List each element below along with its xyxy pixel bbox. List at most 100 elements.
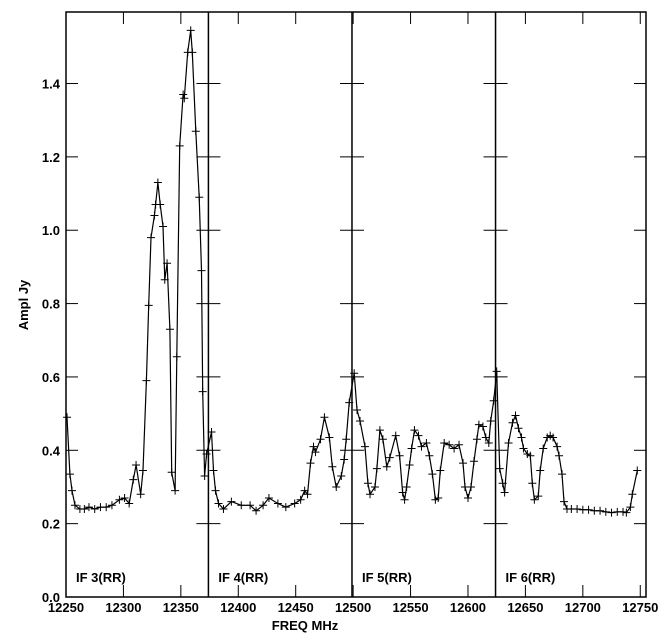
data-point (186, 26, 195, 35)
x-tick-label: 12700 (565, 600, 601, 615)
data-point (207, 427, 216, 436)
data-point (150, 211, 159, 220)
data-point (395, 451, 404, 460)
data-point (504, 438, 513, 447)
data-point (80, 504, 89, 513)
data-point (281, 503, 290, 512)
y-tick-label: 0.4 (42, 443, 61, 458)
data-point (195, 193, 204, 202)
y-tick-label: 0.8 (42, 297, 60, 312)
data-point (171, 486, 180, 495)
data-point (405, 460, 414, 469)
data-point (303, 490, 312, 499)
data-point (153, 178, 162, 187)
data-point (378, 435, 387, 444)
data-point (517, 433, 526, 442)
data-point (434, 493, 443, 502)
x-tick-label: 12600 (450, 600, 486, 615)
data-point (360, 442, 369, 451)
x-tick-label: 12550 (392, 600, 428, 615)
data-point (495, 464, 504, 473)
data-point (414, 431, 423, 440)
data-point (534, 492, 543, 501)
data-point (259, 501, 268, 510)
data-point (136, 490, 145, 499)
data-point (375, 426, 384, 435)
panel-label: IF 6(RR) (506, 570, 556, 585)
data-point (138, 466, 147, 475)
data-point (353, 405, 362, 414)
data-point (596, 506, 605, 515)
data-point (539, 444, 548, 453)
data-point (584, 505, 593, 514)
data-point (607, 508, 616, 517)
data-point (455, 440, 464, 449)
data-point (549, 433, 558, 442)
data-point (63, 413, 72, 422)
data-point (422, 438, 431, 447)
data-point (558, 470, 567, 479)
data-point (478, 422, 487, 431)
data-point (463, 493, 472, 502)
data-point (198, 387, 207, 396)
data-point (311, 448, 320, 457)
data-point (84, 503, 93, 512)
data-point (167, 468, 176, 477)
data-point (65, 470, 74, 479)
data-point (328, 462, 337, 471)
data-point (175, 141, 184, 150)
data-point (484, 438, 493, 447)
data-point (90, 504, 99, 513)
data-point (320, 413, 329, 422)
data-point (115, 495, 124, 504)
data-point (172, 352, 181, 361)
data-point (526, 451, 535, 460)
data-point (601, 507, 610, 516)
data-point (316, 435, 325, 444)
data-point (385, 453, 394, 462)
data-point (481, 433, 490, 442)
data-point (273, 499, 282, 508)
data-point (209, 466, 218, 475)
data-point (489, 396, 498, 405)
data-point (227, 497, 236, 506)
data-point (528, 479, 537, 488)
data-point (363, 479, 372, 488)
data-point (337, 471, 346, 480)
y-tick-label: 0.0 (42, 590, 60, 605)
data-point (628, 490, 637, 499)
data-point (536, 466, 545, 475)
data-point (459, 459, 468, 468)
data-point (466, 482, 475, 491)
data-point (252, 506, 261, 515)
data-point (200, 471, 209, 480)
data-point (410, 426, 419, 435)
data-point (296, 495, 305, 504)
data-point (197, 266, 206, 275)
data-point (622, 508, 631, 517)
data-point (211, 486, 220, 495)
data-point (332, 482, 341, 491)
data-point (391, 431, 400, 440)
x-tick-label: 12250 (48, 600, 84, 615)
data-point (573, 504, 582, 513)
data-point (70, 501, 79, 510)
data-point (472, 435, 481, 444)
plot-frame (65, 11, 647, 598)
panel-label: IF 5(RR) (362, 570, 412, 585)
y-tick-label: 1.2 (42, 150, 60, 165)
data-point (309, 442, 318, 451)
data-point (290, 499, 299, 508)
data-point (67, 486, 76, 495)
data-point (469, 457, 478, 466)
data-point (156, 200, 165, 209)
y-tick-label: 0.6 (42, 370, 60, 385)
data-point (425, 451, 434, 460)
data-point (120, 493, 129, 502)
data-point (146, 233, 155, 242)
data-point (492, 367, 501, 376)
data-point (633, 466, 642, 475)
data-point (132, 460, 141, 469)
data-point (500, 488, 509, 497)
